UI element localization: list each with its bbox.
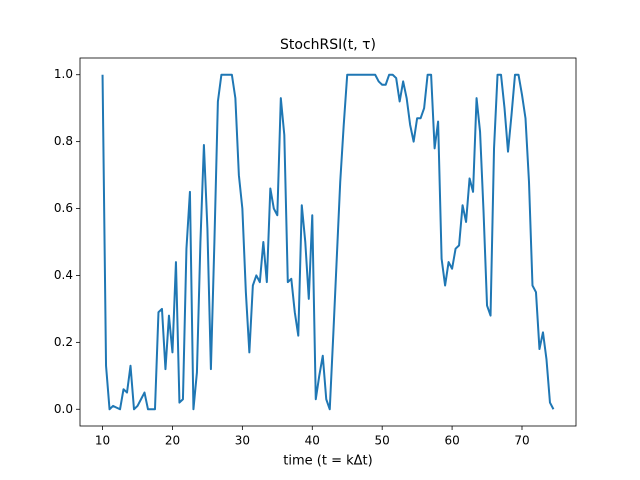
x-tick-label: 20 <box>165 434 180 448</box>
x-tick-label: 60 <box>444 434 459 448</box>
x-tick-label: 10 <box>95 434 110 448</box>
y-tick-label: 0.2 <box>54 335 73 349</box>
x-tick-label: 40 <box>305 434 320 448</box>
chart-title: StochRSI(t, τ) <box>280 37 376 53</box>
y-tick-label: 0.4 <box>54 268 73 282</box>
y-tick-label: 1.0 <box>54 67 73 81</box>
y-tick-label: 0.0 <box>54 402 73 416</box>
x-tick-label: 30 <box>235 434 250 448</box>
x-tick-label: 50 <box>375 434 390 448</box>
data-line <box>101 73 555 411</box>
x-axis-label: time (t = kΔt) <box>283 454 372 469</box>
y-tick-label: 0.6 <box>54 201 73 215</box>
plot-frame <box>79 57 577 427</box>
y-tick-label: 0.8 <box>54 134 73 148</box>
x-tick-label: 70 <box>514 434 529 448</box>
